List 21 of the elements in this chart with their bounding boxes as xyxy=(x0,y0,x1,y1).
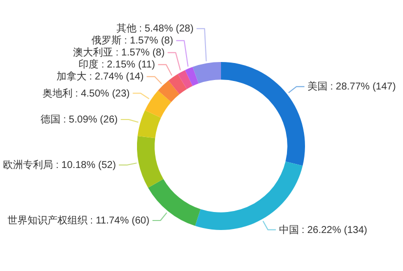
donut-slice xyxy=(168,74,187,94)
slice-label: 澳大利亚 : 1.57% (8) xyxy=(72,46,165,59)
donut-slice xyxy=(144,90,172,118)
slice-label: 世界知识产权组织 : 11.74% (60) xyxy=(7,214,150,226)
donut-slice xyxy=(185,66,199,86)
slice-label: 欧洲专利局 : 10.18% (52) xyxy=(3,159,116,172)
slice-label: 印度 : 2.15% (11) xyxy=(78,58,156,71)
slice-label: 加拿大 : 2.74% (14) xyxy=(56,70,144,83)
donut-slice xyxy=(158,80,180,102)
donut-slice xyxy=(137,136,164,188)
donut-slice xyxy=(221,62,305,166)
donut-slice xyxy=(178,70,193,90)
slice-label: 其他 : 5.48% (28) xyxy=(116,22,194,35)
donut-slice xyxy=(138,110,161,138)
donut-slice xyxy=(192,62,221,84)
slice-label: 德国 : 5.09% (26) xyxy=(40,114,118,126)
slice-label: 中国 : 26.22% (134) xyxy=(278,224,368,236)
slice-label: 美国 : 28.77% (147) xyxy=(307,80,396,93)
donut-slice xyxy=(148,178,201,226)
slice-label: 奥地利 : 4.50% (23) xyxy=(42,87,130,100)
slice-label: 俄罗斯 : 1.57% (8) xyxy=(91,34,174,47)
